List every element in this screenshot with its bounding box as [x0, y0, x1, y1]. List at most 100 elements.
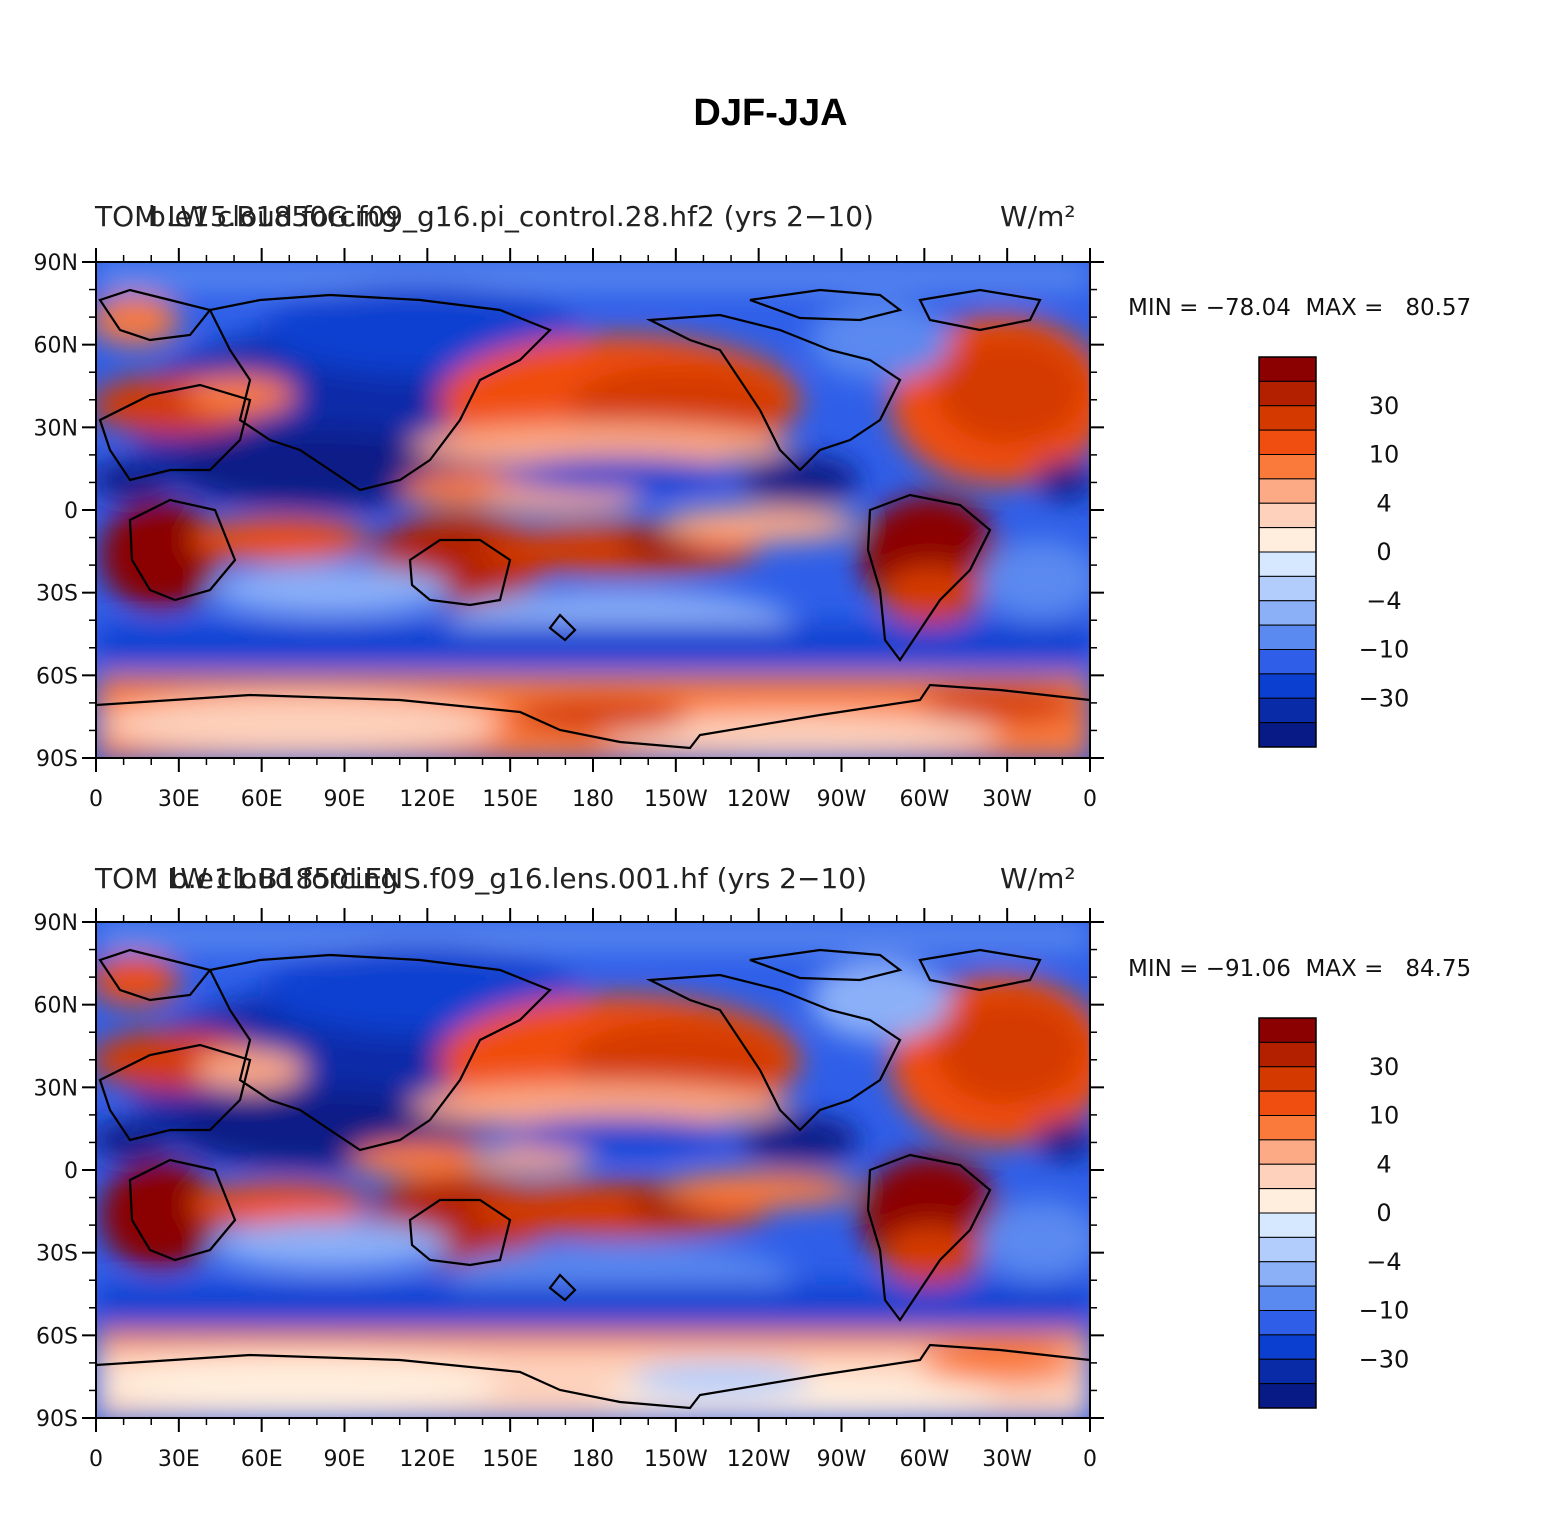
top-ytick-label: 90S	[36, 747, 78, 772]
bottom-colorbar-label: 4	[1376, 1150, 1391, 1178]
bottom-xtick-label: 90W	[817, 1447, 867, 1472]
top-colorbar-label: 30	[1369, 392, 1400, 420]
bottom-xtick-label: 0	[1083, 1447, 1097, 1472]
top-colorbar-swatch	[1258, 454, 1317, 480]
bottom-xtick-label: 90E	[324, 1447, 366, 1472]
top-xtick-label: 60W	[899, 787, 949, 812]
top-colorbar-swatch	[1258, 624, 1317, 650]
bottom-xtick-label: 180	[572, 1447, 614, 1472]
top-xtick-label: 30W	[982, 787, 1032, 812]
top-colorbar-swatch	[1258, 551, 1317, 577]
bottom-colorbar-swatch	[1258, 1041, 1317, 1068]
bottom-colorbar-swatch	[1258, 1115, 1317, 1141]
top-colorbar-swatch	[1258, 649, 1317, 675]
bottom-ytick-label: 60S	[36, 1324, 78, 1349]
bottom-colorbar-label: 30	[1369, 1053, 1400, 1081]
top-xtick-label: 60E	[241, 787, 283, 812]
bottom-colorbar-swatch	[1258, 1139, 1317, 1165]
top-ytick-label: 0	[64, 499, 78, 524]
top-colorbar-swatch	[1258, 722, 1317, 748]
top-ytick-label: 30S	[36, 582, 78, 607]
top-ytick-label: 60N	[34, 334, 78, 359]
bottom-ytick-label: 90S	[36, 1407, 78, 1432]
top-colorbar-swatch	[1258, 600, 1317, 626]
bottom-colorbar-frame	[1258, 1017, 1317, 1409]
top-colorbar-swatch	[1258, 527, 1317, 553]
top-ytick-label: 30N	[34, 416, 78, 441]
top-colorbar-label: 10	[1369, 441, 1400, 469]
top-colorbar-swatch	[1258, 405, 1317, 431]
top-colorbar-label: −10	[1359, 636, 1410, 664]
bottom-field	[96, 922, 1090, 1418]
top-axes: 90N 60N 30N 0 30S 60S 90S 0 30E 60E 90E 120E 150E 180…	[34, 248, 1104, 812]
top-xtick-label: 90W	[817, 787, 867, 812]
bottom-colorbar-swatch	[1258, 1163, 1317, 1190]
top-map: 90N 60N 30N 0 30S 60S 90S 0 30E 60E 90E 120E 150E 180…	[34, 248, 1104, 812]
top-xtick-label: 90E	[324, 787, 366, 812]
bottom-colorbar-swatch	[1258, 1310, 1317, 1336]
bottom-axes: 90N 60N 30N 0 30S 60S 90S 0 30E 60E 90E 120E 150E 180…	[34, 908, 1104, 1472]
top-colorbar-swatch	[1258, 380, 1317, 407]
bottom-xtick-label: 60W	[899, 1447, 949, 1472]
bottom-colorbar-swatch	[1258, 1334, 1317, 1360]
bottom-colorbar-label: 0	[1376, 1199, 1391, 1227]
top-xtick-label: 30E	[158, 787, 200, 812]
top-colorbar-label: −4	[1366, 587, 1401, 615]
top-left-label: TOM LW cloud forcing	[95, 200, 399, 233]
bottom-xtick-label: 120W	[727, 1447, 791, 1472]
top-xtick-label: 150E	[482, 787, 538, 812]
bottom-colorbar-swatch	[1258, 1261, 1317, 1287]
top-ytick-label: 60S	[36, 664, 78, 689]
bottom-ytick-label: 90N	[34, 911, 78, 936]
bottom-map: 90N 60N 30N 0 30S 60S 90S 0 30E 60E 90E 120E 150E 180…	[34, 908, 1104, 1472]
figure-title: DJF-JJA	[693, 92, 848, 134]
bottom-colorbar-label: −4	[1366, 1248, 1401, 1276]
top-colorbar-label: 4	[1376, 489, 1391, 517]
bottom-ytick-label: 60N	[34, 994, 78, 1019]
top-colorbar-swatch	[1258, 673, 1317, 699]
top-xtick-label: 0	[1083, 787, 1097, 812]
bottom-colorbar-label: −10	[1359, 1297, 1410, 1325]
bottom-colorbar-swatch	[1258, 1066, 1317, 1092]
bottom-xtick-label: 120E	[399, 1447, 455, 1472]
top-xtick-label: 120E	[399, 787, 455, 812]
bottom-colorbar-swatch	[1258, 1236, 1317, 1263]
bottom-units-label: W/m²	[1000, 862, 1076, 895]
top-colorbar: 30 10 4 0 −4 −10 −30	[1258, 356, 1410, 748]
bottom-colorbar-swatch	[1258, 1188, 1317, 1214]
top-colorbar-label: −30	[1359, 684, 1410, 712]
bottom-coastlines	[96, 948, 1090, 1410]
top-xtick-label: 180	[572, 787, 614, 812]
top-colorbar-swatch	[1258, 502, 1317, 529]
top-colorbar-swatch	[1258, 429, 1317, 455]
top-center-label: b.e15.B1850G.f09_g16.pi_control.28.hf2 (…	[148, 200, 874, 233]
top-field-blobs	[96, 262, 1090, 758]
bottom-xtick-label: 150W	[644, 1447, 708, 1472]
bottom-colorbar-swatch	[1258, 1285, 1317, 1311]
top-colorbar-frame	[1258, 356, 1317, 748]
top-colorbar-swatch	[1258, 697, 1317, 724]
bottom-colorbar-swatch	[1258, 1383, 1317, 1409]
bottom-xtick-label: 60E	[241, 1447, 283, 1472]
bottom-colorbar-swatch	[1258, 1017, 1317, 1043]
top-xtick-label: 120W	[727, 787, 791, 812]
top-xtick-label: 150W	[644, 787, 708, 812]
bottom-xtick-label: 0	[89, 1447, 103, 1472]
bottom-xtick-label: 30W	[982, 1447, 1032, 1472]
bottom-xtick-label: 150E	[482, 1447, 538, 1472]
bottom-colorbar-label: −30	[1359, 1345, 1410, 1373]
bottom-colorbar-swatch	[1258, 1090, 1317, 1116]
bottom-colorbar-label: 10	[1369, 1102, 1400, 1130]
bottom-colorbar-swatch	[1258, 1212, 1317, 1238]
top-colorbar-swatch	[1258, 575, 1317, 602]
bottom-center-label: b.e11.B1850LENS.f09_g16.lens.001.hf (yrs…	[170, 862, 868, 895]
bottom-colorbar-swatch	[1258, 1358, 1317, 1385]
bottom-min-max-stats: MIN = −91.06 MAX = 84.75	[1128, 956, 1472, 982]
bottom-ytick-label: 30S	[36, 1242, 78, 1267]
top-min-max-stats: MIN = −78.04 MAX = 80.57	[1128, 295, 1472, 321]
top-coastlines	[96, 288, 1090, 750]
bottom-ytick-label: 30N	[34, 1076, 78, 1101]
top-colorbar-label: 0	[1376, 538, 1391, 566]
top-colorbar-swatch	[1258, 478, 1317, 504]
